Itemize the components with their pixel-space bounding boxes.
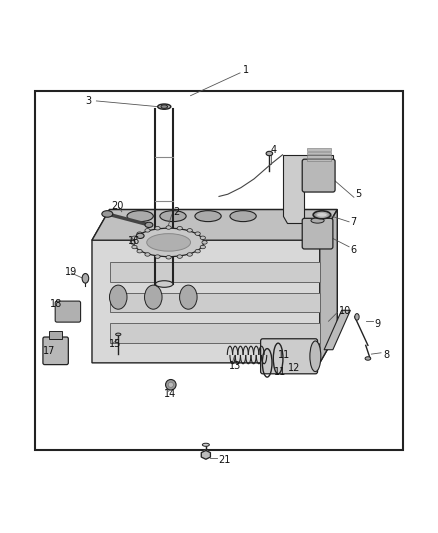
Ellipse shape (230, 211, 256, 222)
Ellipse shape (316, 213, 328, 217)
Bar (307, 159, 331, 161)
Text: 12: 12 (288, 363, 300, 373)
Ellipse shape (180, 285, 197, 309)
Ellipse shape (158, 104, 171, 109)
Ellipse shape (136, 233, 144, 238)
Text: 11: 11 (274, 367, 286, 377)
Ellipse shape (147, 233, 191, 251)
Bar (49, 331, 62, 339)
FancyBboxPatch shape (302, 219, 333, 249)
Circle shape (168, 382, 173, 387)
Ellipse shape (110, 285, 127, 309)
Bar (110, 262, 320, 282)
Ellipse shape (161, 105, 167, 108)
Text: 4: 4 (271, 146, 277, 156)
Ellipse shape (200, 245, 205, 249)
Text: 9: 9 (374, 319, 381, 329)
Text: 5: 5 (355, 189, 361, 199)
Text: 14: 14 (164, 390, 177, 399)
Ellipse shape (266, 151, 272, 156)
Ellipse shape (177, 227, 182, 230)
Polygon shape (324, 310, 350, 350)
Ellipse shape (160, 211, 186, 222)
Ellipse shape (155, 255, 160, 259)
FancyBboxPatch shape (43, 337, 68, 365)
Ellipse shape (313, 211, 331, 219)
Polygon shape (92, 209, 337, 363)
Bar (35, 91, 403, 450)
Text: 3: 3 (85, 96, 92, 106)
Bar (307, 152, 331, 155)
Text: 8: 8 (383, 350, 389, 360)
Ellipse shape (365, 357, 371, 360)
Ellipse shape (155, 281, 173, 287)
Text: 13: 13 (229, 361, 241, 372)
Bar (307, 155, 331, 158)
Ellipse shape (132, 236, 137, 239)
Polygon shape (92, 209, 337, 240)
Ellipse shape (82, 273, 88, 283)
Polygon shape (320, 209, 337, 363)
Ellipse shape (155, 227, 160, 230)
Text: 18: 18 (50, 298, 63, 309)
Text: 11: 11 (278, 350, 290, 360)
Ellipse shape (310, 341, 321, 372)
Ellipse shape (202, 241, 207, 244)
Ellipse shape (166, 226, 171, 229)
Polygon shape (283, 155, 333, 223)
Ellipse shape (355, 313, 359, 320)
Bar (110, 324, 320, 343)
Ellipse shape (137, 249, 142, 253)
Ellipse shape (145, 229, 150, 232)
Text: 16: 16 (128, 236, 140, 246)
Ellipse shape (200, 236, 205, 239)
Ellipse shape (145, 222, 153, 228)
Ellipse shape (145, 253, 150, 256)
Polygon shape (201, 450, 210, 459)
Ellipse shape (127, 211, 153, 222)
Ellipse shape (145, 285, 162, 309)
Circle shape (166, 379, 176, 390)
Text: 6: 6 (350, 245, 357, 255)
Ellipse shape (116, 333, 121, 336)
Text: 7: 7 (350, 217, 357, 227)
FancyBboxPatch shape (261, 339, 318, 374)
Ellipse shape (166, 255, 171, 259)
Bar (307, 148, 331, 151)
Ellipse shape (132, 245, 137, 249)
Text: 1: 1 (243, 65, 249, 75)
Ellipse shape (130, 241, 135, 244)
Ellipse shape (195, 232, 200, 236)
Text: 17: 17 (43, 345, 55, 356)
FancyBboxPatch shape (55, 301, 81, 322)
Ellipse shape (187, 229, 192, 232)
Ellipse shape (134, 228, 204, 257)
Ellipse shape (311, 218, 324, 223)
Ellipse shape (137, 232, 142, 236)
Text: 10: 10 (339, 306, 352, 316)
Text: 21: 21 (218, 455, 230, 465)
Ellipse shape (202, 443, 209, 446)
Bar (110, 293, 320, 312)
Ellipse shape (102, 211, 113, 217)
Text: 2: 2 (173, 207, 179, 217)
Ellipse shape (195, 211, 221, 222)
Text: 19: 19 (65, 266, 77, 277)
Ellipse shape (187, 253, 192, 256)
Ellipse shape (195, 249, 200, 253)
Text: 20: 20 (112, 201, 124, 211)
Text: 15: 15 (109, 340, 121, 350)
Ellipse shape (177, 255, 182, 259)
FancyBboxPatch shape (302, 159, 335, 192)
